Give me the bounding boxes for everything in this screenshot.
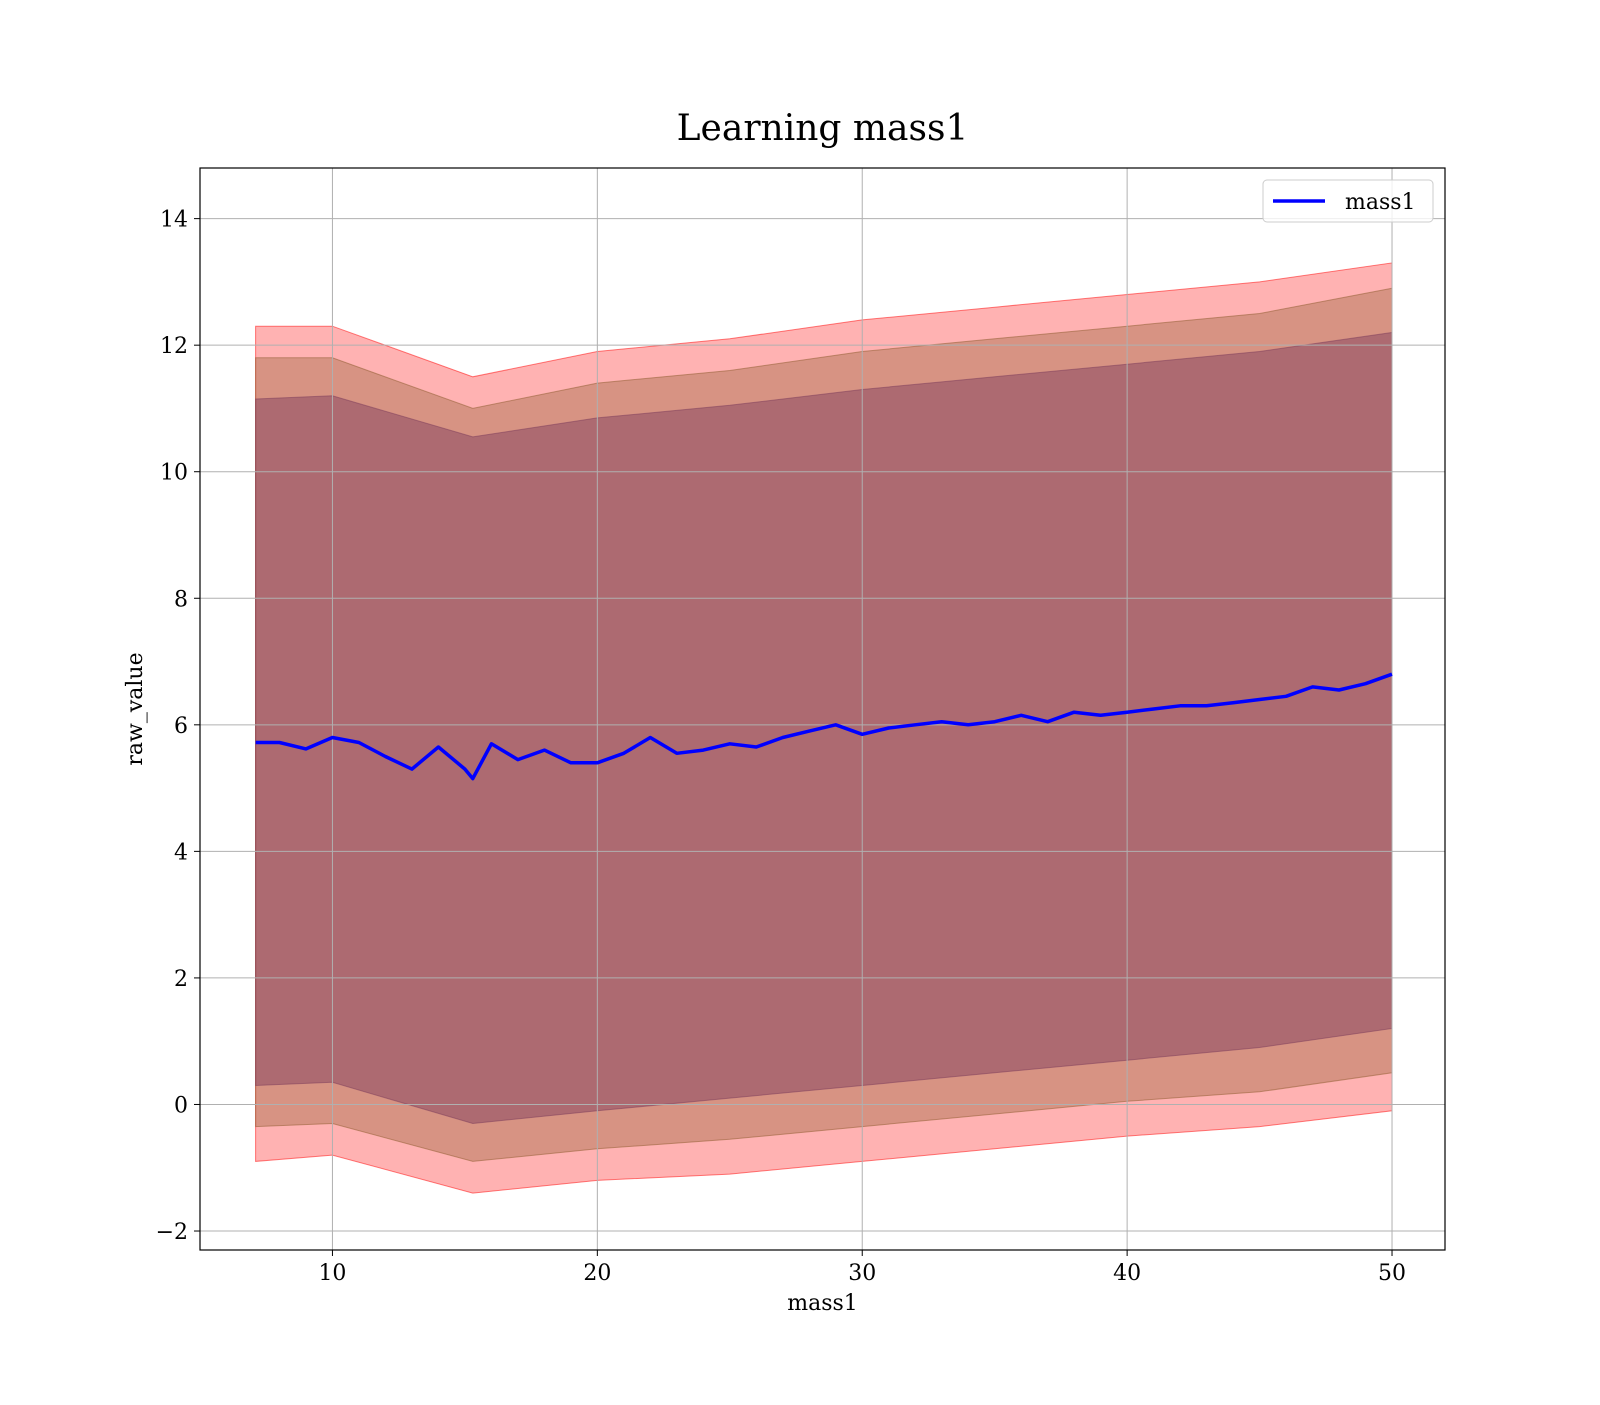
y-tick-label: −2 bbox=[156, 1220, 188, 1245]
x-axis-label: mass1 bbox=[787, 1291, 858, 1316]
y-tick-label: 6 bbox=[174, 714, 188, 739]
chart-title: Learning mass1 bbox=[677, 108, 969, 149]
y-tick-label: 8 bbox=[174, 587, 188, 612]
x-tick-label: 40 bbox=[1113, 1261, 1141, 1286]
y-tick-label: 12 bbox=[160, 334, 188, 359]
y-ticks: −2 0 2 4 6 8 10 12 14 bbox=[156, 208, 200, 1245]
series-lines bbox=[255, 672, 1393, 781]
legend-box bbox=[1262, 179, 1434, 223]
series-line-mass1 bbox=[255, 672, 1393, 781]
y-tick-label: 14 bbox=[160, 208, 188, 233]
legend-label: mass1 bbox=[1345, 190, 1416, 215]
x-tick-label: 20 bbox=[583, 1261, 611, 1286]
y-tick-label: 0 bbox=[174, 1093, 188, 1118]
x-tick-label: 30 bbox=[848, 1261, 876, 1286]
y-axis-label: raw_value bbox=[123, 652, 148, 765]
x-tick-label: 50 bbox=[1378, 1261, 1406, 1286]
plot-frame bbox=[199, 167, 1446, 1251]
y-tick-label: 2 bbox=[174, 967, 188, 992]
legend: mass1 bbox=[1262, 179, 1434, 223]
x-ticks: 10 20 30 40 50 bbox=[318, 1250, 1406, 1286]
grid bbox=[200, 168, 1445, 1250]
y-tick-label: 10 bbox=[160, 461, 188, 486]
y-tick-label: 4 bbox=[174, 840, 188, 865]
x-tick-label: 10 bbox=[318, 1261, 346, 1286]
